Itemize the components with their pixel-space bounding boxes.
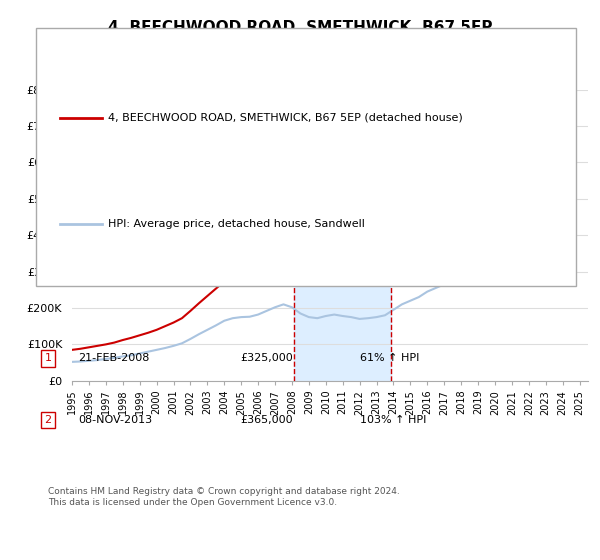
Text: Price paid vs. HM Land Registry's House Price Index (HPI): Price paid vs. HM Land Registry's House … xyxy=(102,31,498,45)
Text: 1: 1 xyxy=(290,96,298,106)
Text: 103% ↑ HPI: 103% ↑ HPI xyxy=(360,415,427,425)
Text: 4, BEECHWOOD ROAD, SMETHWICK, B67 5EP: 4, BEECHWOOD ROAD, SMETHWICK, B67 5EP xyxy=(108,20,492,35)
Bar xyxy=(294,90,391,381)
Text: 2: 2 xyxy=(388,96,394,106)
Text: £325,000: £325,000 xyxy=(240,353,293,363)
Text: 61% ↑ HPI: 61% ↑ HPI xyxy=(360,353,419,363)
Text: 08-NOV-2013: 08-NOV-2013 xyxy=(78,415,152,425)
Text: HPI: Average price, detached house, Sandwell: HPI: Average price, detached house, Sand… xyxy=(108,219,365,229)
Text: 2: 2 xyxy=(44,415,52,425)
Text: Contains HM Land Registry data © Crown copyright and database right 2024.
This d: Contains HM Land Registry data © Crown c… xyxy=(48,487,400,507)
Text: £365,000: £365,000 xyxy=(240,415,293,425)
Text: 21-FEB-2008: 21-FEB-2008 xyxy=(78,353,149,363)
Text: 4, BEECHWOOD ROAD, SMETHWICK, B67 5EP (detached house): 4, BEECHWOOD ROAD, SMETHWICK, B67 5EP (d… xyxy=(108,113,463,123)
Text: 1: 1 xyxy=(44,353,52,363)
